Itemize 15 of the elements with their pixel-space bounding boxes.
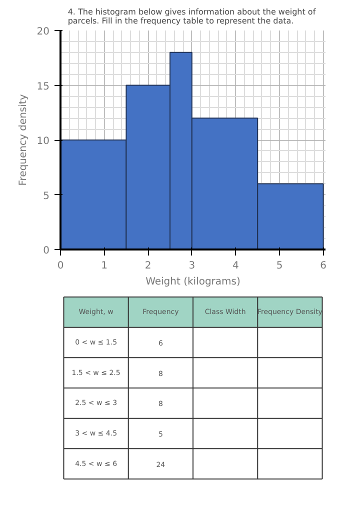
y-tick-label: 20 [36,26,50,38]
y-axis-title: Frequency density [18,94,29,186]
x-tick-label: 4 [232,260,239,272]
x-tick-label: 0 [57,260,64,272]
y-tick-label: 10 [36,136,50,147]
y-tick-label: 15 [36,81,50,92]
x-tick-label: 1 [101,260,108,272]
x-tick-label: 5 [276,260,283,272]
y-tick-label: 0 [43,246,50,256]
chart-title: 4. The histogram below gives information about the weight of parcels. Fill in the frequency table to represent the data. [68,8,316,26]
x-tick-label: 2 [144,260,152,272]
y-tick-label: 5 [43,190,50,202]
x-tick-label: 6 [320,260,327,272]
x-axis-title: Weight (kilograms) [146,276,241,288]
x-tick-label: 3 [188,260,196,272]
